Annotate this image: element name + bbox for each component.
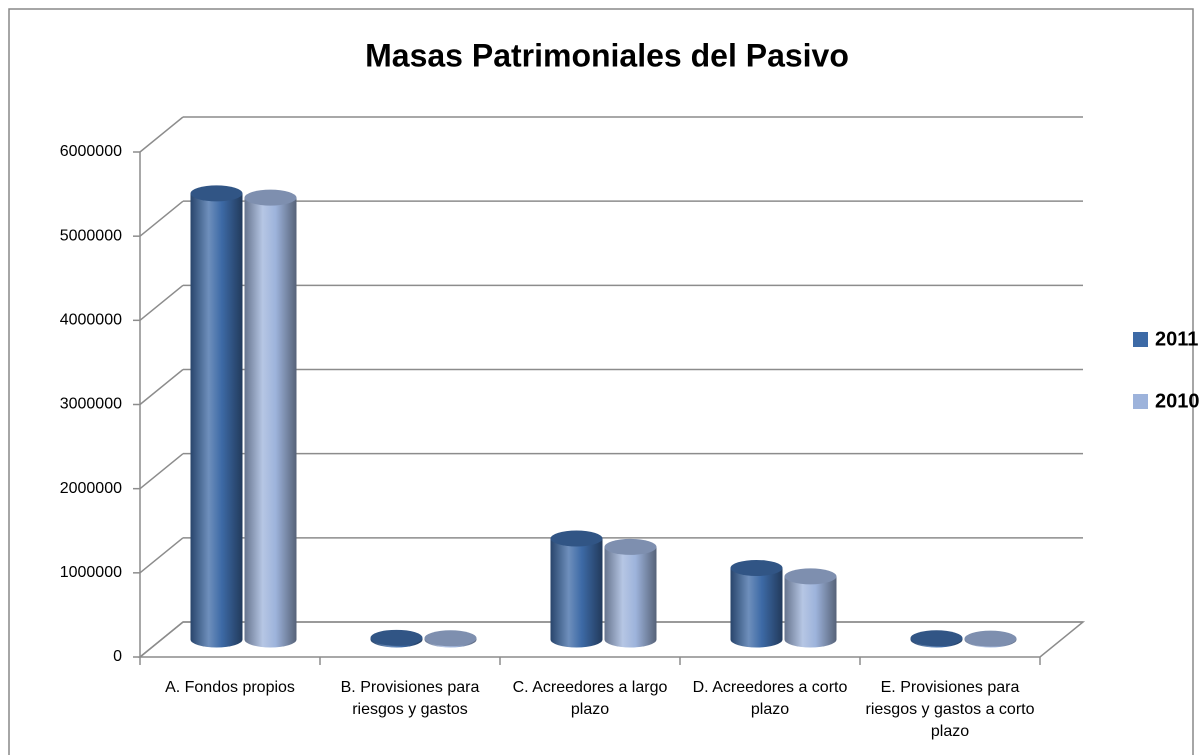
bar-top <box>244 189 297 206</box>
bar-top <box>424 630 477 647</box>
bar <box>244 197 297 648</box>
grid-line-side <box>139 537 184 574</box>
bar <box>604 546 657 648</box>
bar-top <box>370 629 423 646</box>
x-tick-label: D. Acreedores a corto plazo <box>692 679 848 718</box>
y-tick-label: 1000000 <box>60 564 122 581</box>
y-tick-label: 5000000 <box>60 227 122 244</box>
grid-line-side <box>139 116 184 153</box>
grid-line-side <box>139 200 184 237</box>
bar-top <box>550 530 603 547</box>
bar-top <box>190 185 243 202</box>
chart-border <box>8 8 1194 755</box>
legend-swatch <box>1133 332 1148 347</box>
bar-top <box>784 568 837 585</box>
y-tick-label: 4000000 <box>60 312 122 329</box>
grid-line-side <box>139 368 184 406</box>
y-tick-label: 6000000 <box>60 143 122 160</box>
bar-top <box>730 559 783 576</box>
chart-title: Masas Patrimoniales del Pasivo <box>365 37 849 73</box>
y-tick-label: 2000000 <box>60 480 122 497</box>
bar-top <box>964 630 1017 647</box>
bar <box>730 567 783 648</box>
grid-line-side <box>139 621 184 658</box>
legend-label: 2010 <box>1155 390 1200 412</box>
x-tick-label: C. Acreedores a largo plazo <box>512 679 668 718</box>
bar <box>550 538 603 648</box>
legend-label: 2011 <box>1155 328 1198 350</box>
bar <box>190 193 243 648</box>
bar <box>784 576 837 648</box>
grid-line-side <box>139 284 184 321</box>
grid-line-side <box>139 453 184 490</box>
x-tick-label: E. Provisiones para riesgos y gastos a c… <box>865 679 1035 740</box>
y-tick-label: 3000000 <box>60 396 122 413</box>
x-tick-label: A. Fondos propios <box>165 679 295 696</box>
bar-top <box>910 630 963 647</box>
bar-top <box>604 538 657 555</box>
legend-swatch <box>1133 394 1148 409</box>
y-tick-label: 0 <box>113 648 122 665</box>
x-tick-label: B. Provisiones para riesgos y gastos <box>340 679 480 718</box>
